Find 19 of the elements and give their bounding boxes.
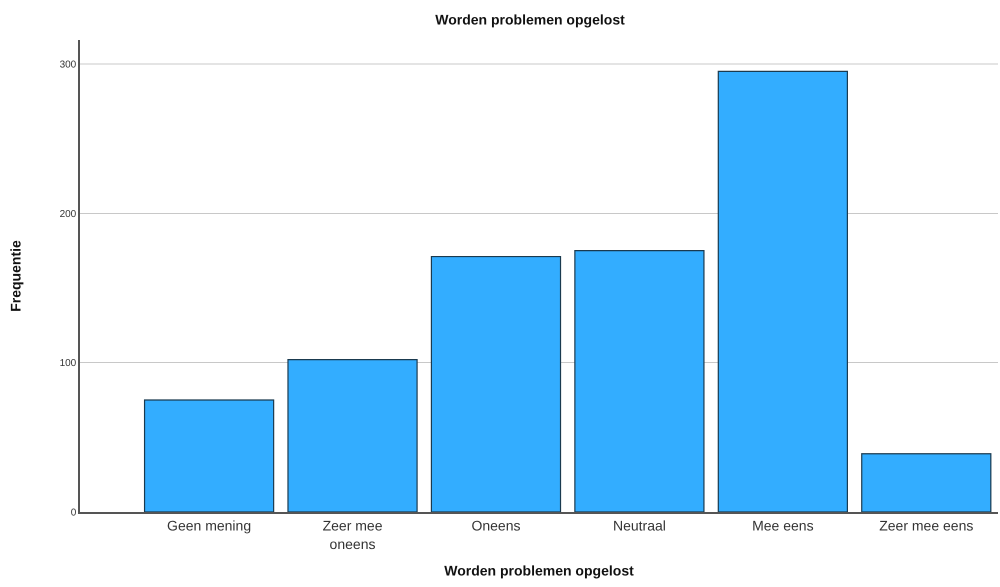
y-tick-label: 300 [60,59,77,70]
bar [574,250,705,512]
x-tick-label: Mee eens [752,518,814,534]
x-tick-label: Geen mening [167,518,252,534]
bar [287,359,418,512]
x-tick-label: Oneens [471,518,520,534]
x-axis-title: Worden problemen opgelost [444,562,634,579]
bar [430,256,562,512]
bar [861,453,992,512]
bar [144,399,274,512]
y-tick-label: 100 [60,358,77,370]
bar [718,70,848,512]
x-tick-label: Zeer mee eens [879,518,974,534]
y-tick-label: 0 [70,508,77,518]
chart-title: Worden problemen opgelost [435,11,626,28]
x-tick-label: Neutraal [612,518,666,534]
y-axis-title: Frequentie [8,240,24,312]
x-tick-label: Zeer mee oneens [322,518,383,552]
y-tick-label: 200 [60,208,77,220]
